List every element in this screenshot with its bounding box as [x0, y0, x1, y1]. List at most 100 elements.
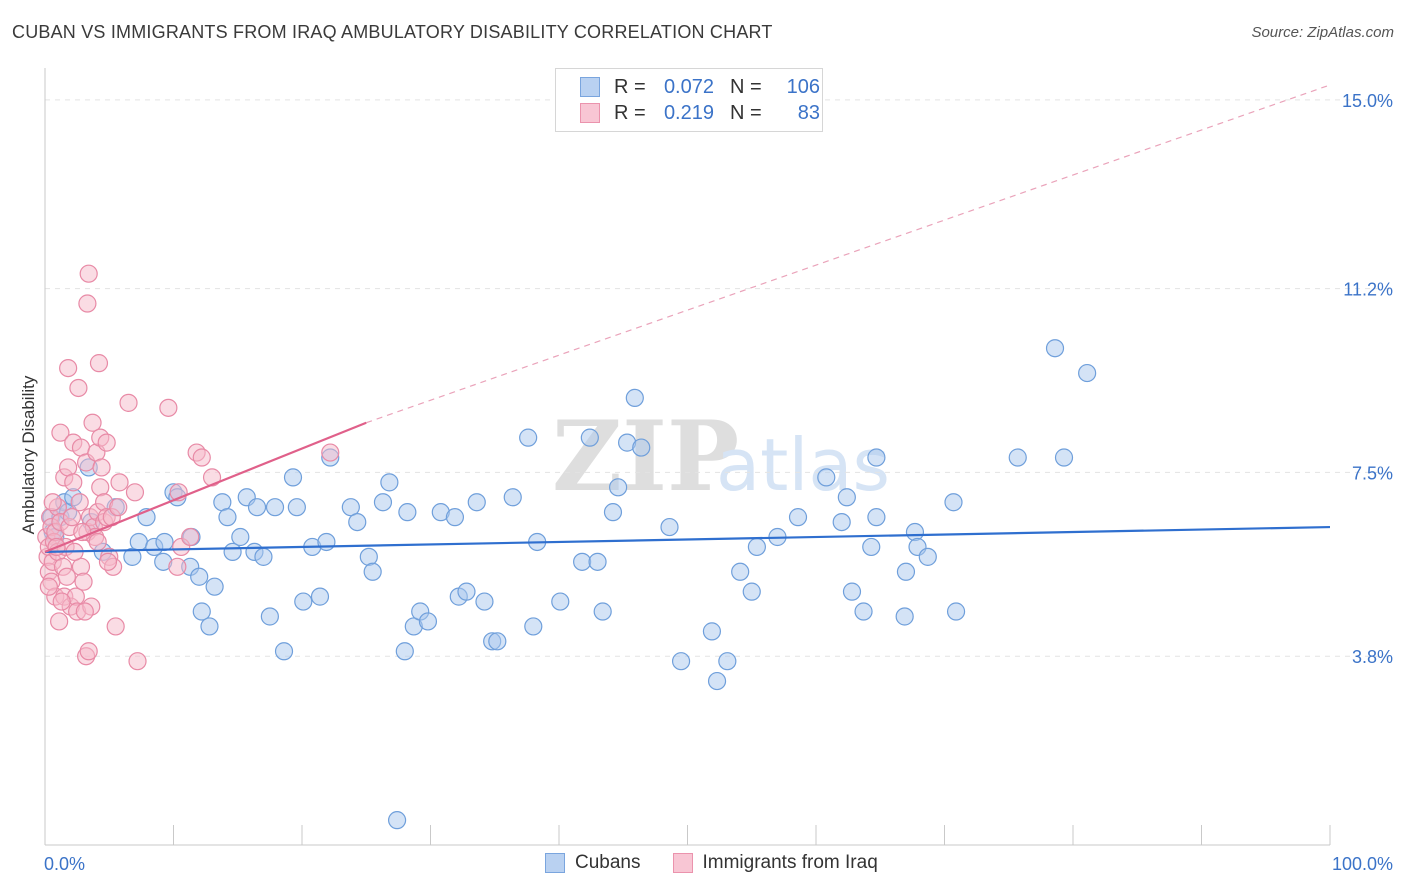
cubans-point: [524, 617, 543, 636]
iraq-point: [97, 433, 116, 452]
iraq-trend-line: [44, 421, 367, 553]
cubans-point: [190, 567, 209, 586]
cubans-point: [287, 498, 306, 517]
legend-n-value: 106: [786, 75, 820, 98]
cubans-point: [475, 592, 494, 611]
cubans-point: [895, 607, 914, 626]
legend-r-value: 0.072: [663, 75, 714, 98]
cubans-point: [837, 488, 856, 507]
iraq-point: [125, 483, 145, 502]
x-tick-label: 0.0%: [44, 854, 85, 874]
cubans-point: [387, 811, 407, 830]
trend-extension: [366, 84, 1331, 424]
cubans-point: [896, 562, 916, 581]
cubans-point: [702, 622, 722, 641]
iraq-point: [83, 413, 102, 432]
iraq-point: [92, 458, 111, 477]
cubans-point: [817, 468, 836, 487]
iraq-point: [88, 532, 107, 552]
cubans-point: [310, 587, 330, 606]
cubans-point: [192, 602, 211, 621]
legend-item-cubans[interactable]: Cubans: [545, 852, 641, 874]
cubans-swatch: [545, 853, 565, 873]
cubans-point: [395, 642, 414, 661]
cubans-point: [317, 532, 336, 552]
cubans-point: [129, 532, 148, 552]
iraq-point: [50, 612, 69, 631]
cubans-point: [918, 547, 937, 566]
iraq-point: [106, 617, 125, 636]
cubans-point: [1078, 363, 1097, 383]
source-label: Source: ZipAtlas.com: [1251, 24, 1394, 41]
cubans-point: [588, 552, 607, 571]
iraq-point: [181, 527, 200, 547]
iraq-point: [69, 378, 88, 398]
iraq-point: [59, 358, 78, 378]
iraq-point: [89, 354, 109, 373]
iraq-point: [110, 473, 129, 492]
cubans-point: [398, 503, 417, 522]
iraq-point: [119, 393, 138, 412]
cubans-point: [944, 493, 963, 512]
grid-lines: [45, 99, 1392, 657]
cubans-point: [200, 617, 219, 636]
cubans-point: [519, 428, 538, 447]
cubans-point: [867, 448, 886, 467]
legend-n-value: 83: [797, 101, 820, 124]
cubans-point: [1045, 339, 1065, 358]
legend-r-label: R =: [614, 101, 646, 124]
trend-lines: [44, 421, 1331, 554]
legend-r-value: 0.219: [663, 101, 714, 124]
cubans-point: [551, 592, 570, 611]
cubans-point: [609, 478, 628, 497]
x-tick-label: 100.0%: [1332, 854, 1393, 874]
iraq-point: [128, 652, 147, 671]
iraq-point: [79, 264, 98, 283]
cubans-point: [363, 562, 382, 581]
iraq-point: [321, 443, 340, 462]
cubans-point: [731, 562, 750, 581]
legend-item-iraq[interactable]: Immigrants from Iraq: [672, 852, 878, 874]
legend-row-cubans: R = 0.072 N = 106: [580, 74, 820, 100]
y-axis-label: Ambulatory Disability: [19, 375, 38, 534]
cubans-point: [625, 388, 644, 408]
cubans-point: [348, 512, 367, 532]
correlation-legend: R = 0.072 N = 106 R = 0.219 N = 83: [555, 68, 823, 132]
cubans-point: [218, 508, 237, 527]
cubans-point: [747, 537, 766, 557]
cubans-point: [867, 508, 886, 527]
cubans-point: [632, 438, 651, 457]
cubans-point: [593, 602, 612, 621]
cubans-point: [274, 642, 294, 661]
cubans-point: [905, 522, 925, 542]
cubans-point: [373, 493, 393, 512]
cubans-point: [247, 498, 267, 517]
cubans-point: [854, 602, 873, 621]
cubans-point: [155, 532, 174, 552]
y-tick-label: 7.5%: [1352, 463, 1393, 483]
cubans-point: [718, 652, 737, 671]
cubans-point: [294, 592, 313, 611]
cubans-trend-line: [44, 525, 1331, 554]
iraq-point: [62, 508, 82, 527]
cubans-point: [283, 468, 303, 487]
cubans-point: [862, 537, 881, 557]
watermark-atlas: atlas: [716, 423, 890, 507]
cubans-point: [359, 547, 378, 566]
iraq-point: [74, 572, 93, 591]
iraq-point: [51, 423, 70, 442]
iraq-point: [75, 602, 94, 621]
iraq-point: [109, 498, 128, 517]
iraq-point: [43, 493, 62, 512]
iraq-point: [78, 294, 97, 313]
legend-n-label: N =: [730, 75, 762, 98]
cubans-point: [742, 582, 761, 601]
iraq-point: [70, 493, 89, 512]
watermark-zip: ZIP: [552, 400, 739, 513]
cubans-point: [254, 547, 273, 566]
cubans-point: [660, 517, 679, 537]
cubans-point: [1008, 448, 1027, 467]
y-tick-label: 3.8%: [1352, 647, 1393, 667]
